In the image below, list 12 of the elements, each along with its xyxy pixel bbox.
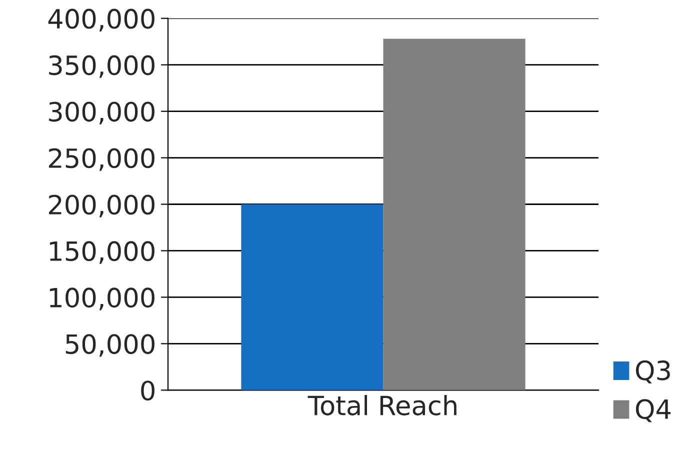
y-tick-label: 250,000: [49, 148, 154, 171]
y-tick-label: 300,000: [49, 102, 154, 124]
y-tick-label: 150,000: [50, 241, 154, 264]
y-tick-label: 200,000: [49, 194, 154, 218]
y-tick-label: 350,000: [49, 55, 154, 78]
y-tick-label: 400,000: [48, 8, 154, 32]
y-tick-label: 50,000: [66, 334, 154, 357]
legend-label: Q4: [636, 399, 671, 422]
y-tick-label: 0: [141, 380, 154, 401]
legend-label: Q3: [636, 360, 670, 384]
y-tick-label: 100,000: [50, 288, 154, 310]
x-tick-label: Total Reach: [308, 395, 456, 416]
